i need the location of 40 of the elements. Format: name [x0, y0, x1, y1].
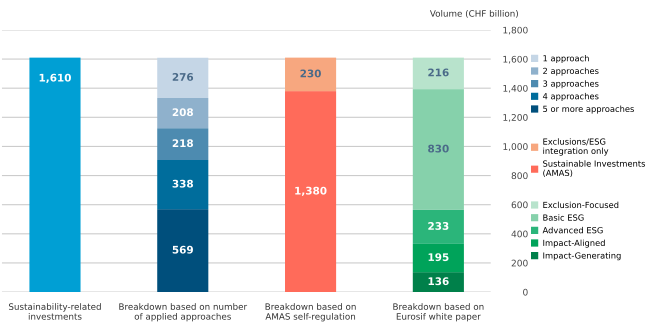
legend-label: Impact-Aligned [543, 240, 605, 248]
data-label: 218 [172, 139, 193, 148]
x-tick-label: Breakdown based on number of applied approaches [119, 303, 248, 322]
data-label: 1,610 [40, 74, 71, 83]
y-axis-title: Volume (CHF billion) [430, 10, 518, 18]
legend-label: Sustainable Investments (AMAS) [543, 160, 646, 177]
legend-label: 4 approaches [542, 92, 599, 101]
data-label: 216 [428, 68, 449, 76]
data-label: 208 [172, 108, 193, 116]
legend-label: 1 approach [543, 54, 589, 64]
data-label: 569 [172, 246, 193, 254]
data-label: 830 [428, 144, 449, 153]
data-label: 1,380 [295, 186, 327, 196]
legend-label: 5 or more approaches [543, 106, 634, 114]
legend-label: Advanced ESG [542, 226, 603, 234]
x-tick-label: Breakdown based on Eurosif white paper [393, 303, 484, 322]
legend-label: Exclusion-Focused [543, 202, 618, 208]
x-tick-label: Sustainability-related investments [8, 303, 101, 320]
y-tick-label: 200 [512, 260, 528, 266]
legend-label: 3 approaches [543, 80, 599, 88]
y-tick-label: 400 [511, 230, 528, 238]
y-tick-label: 1,600 [503, 56, 528, 64]
legend-label: Exclusions/ESG integration only [543, 138, 608, 156]
y-tick-label: 1,800 [503, 26, 528, 34]
y-tick-label: 1,200 [503, 114, 528, 122]
legend-label: 2 approaches [543, 68, 599, 76]
data-label: 230 [300, 70, 321, 78]
legend-label: Impact-Generating [543, 252, 621, 260]
y-tick-label: 800 [512, 172, 528, 180]
y-tick-label: 0 [523, 288, 528, 296]
y-tick-label: 600 [512, 201, 528, 208]
x-tick-label: Breakdown based on AMAS self-regulation [265, 303, 356, 322]
data-label: 136 [428, 277, 449, 286]
y-tick-label: 1,400 [503, 84, 528, 93]
y-tick-label: 1,000 [503, 143, 528, 151]
data-label: 233 [428, 222, 448, 230]
data-label: 276 [172, 73, 194, 81]
data-label: 195 [428, 253, 448, 262]
data-label: 338 [172, 180, 193, 188]
legend-label: Basic ESG [543, 214, 584, 221]
